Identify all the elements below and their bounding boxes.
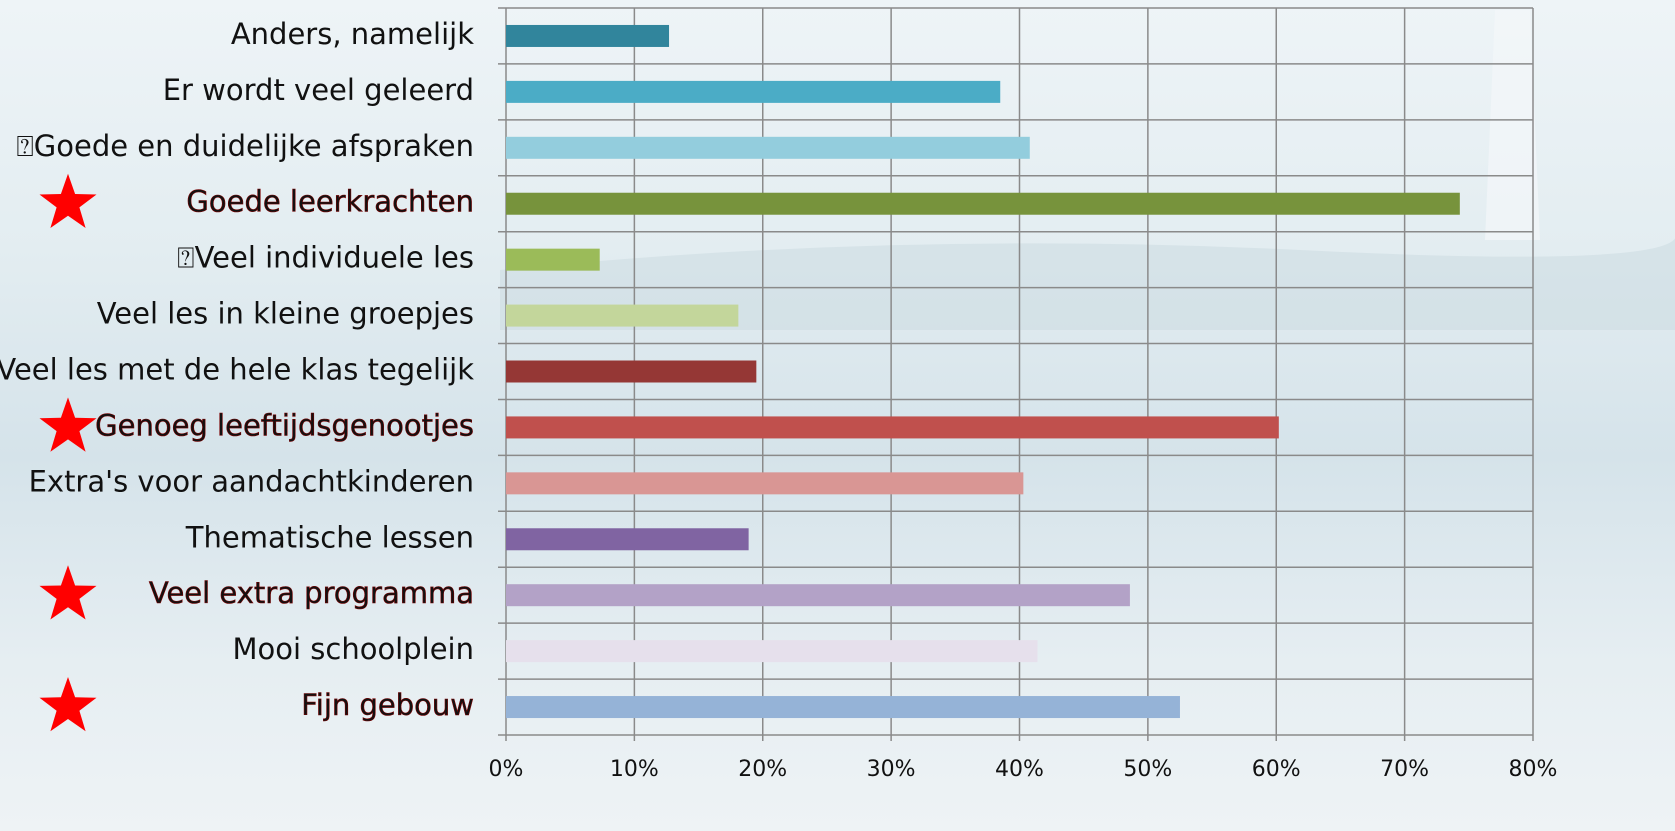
x-tick-label: 40% — [995, 757, 1044, 782]
bar — [506, 81, 1000, 103]
x-tick-label: 60% — [1252, 757, 1301, 782]
lighthouse-decoration — [1485, 10, 1540, 240]
star-icon — [40, 174, 97, 228]
bar — [506, 416, 1279, 438]
category-label: Extra's voor aandachtkinderen — [29, 464, 474, 498]
category-label: Anders, namelijk — [231, 17, 474, 51]
star-icon — [40, 565, 97, 619]
category-label: ⍰Veel individuele les — [177, 241, 474, 275]
bar — [506, 472, 1023, 494]
x-tick-label: 50% — [1123, 757, 1172, 782]
bar — [506, 528, 749, 550]
x-tick-label: 80% — [1509, 757, 1558, 782]
slide: 0% 10% 20% 30% 40% 50% 60% 70% 80% Anders, nameli… — [0, 0, 1675, 831]
category-label: Fijn gebouw — [301, 688, 474, 722]
star-icon — [40, 677, 97, 731]
bar — [506, 249, 600, 271]
category-label: ⍰Goede en duidelijke afspraken — [16, 129, 474, 163]
bar — [506, 584, 1130, 606]
x-tick-label: 0% — [489, 757, 524, 782]
category-label: Veel les met de hele klas tegelijk — [0, 353, 474, 387]
category-label: Genoeg leeftijdsgenootjes — [95, 408, 474, 442]
x-tick-label: 10% — [610, 757, 659, 782]
chart: 0% 10% 20% 30% 40% 50% 60% 70% 80% Anders, nameli… — [0, 0, 1675, 831]
bar — [506, 193, 1460, 215]
bar — [506, 137, 1030, 159]
category-label: Thematische lessen — [185, 520, 474, 554]
category-label: Goede leerkrachten — [186, 185, 474, 219]
bar — [506, 25, 669, 47]
bar — [506, 361, 756, 383]
category-label: Mooi schoolplein — [232, 632, 474, 666]
bar — [506, 305, 738, 327]
x-tick-label: 70% — [1380, 757, 1429, 782]
bar — [506, 696, 1180, 718]
category-label: Er wordt veel geleerd — [163, 73, 474, 107]
category-label: Veel les in kleine groepjes — [97, 297, 474, 331]
category-label: Veel extra programma — [149, 576, 474, 610]
x-tick-label: 20% — [738, 757, 787, 782]
star-icon — [40, 397, 97, 451]
x-tick-label: 30% — [867, 757, 916, 782]
bar — [506, 640, 1037, 662]
